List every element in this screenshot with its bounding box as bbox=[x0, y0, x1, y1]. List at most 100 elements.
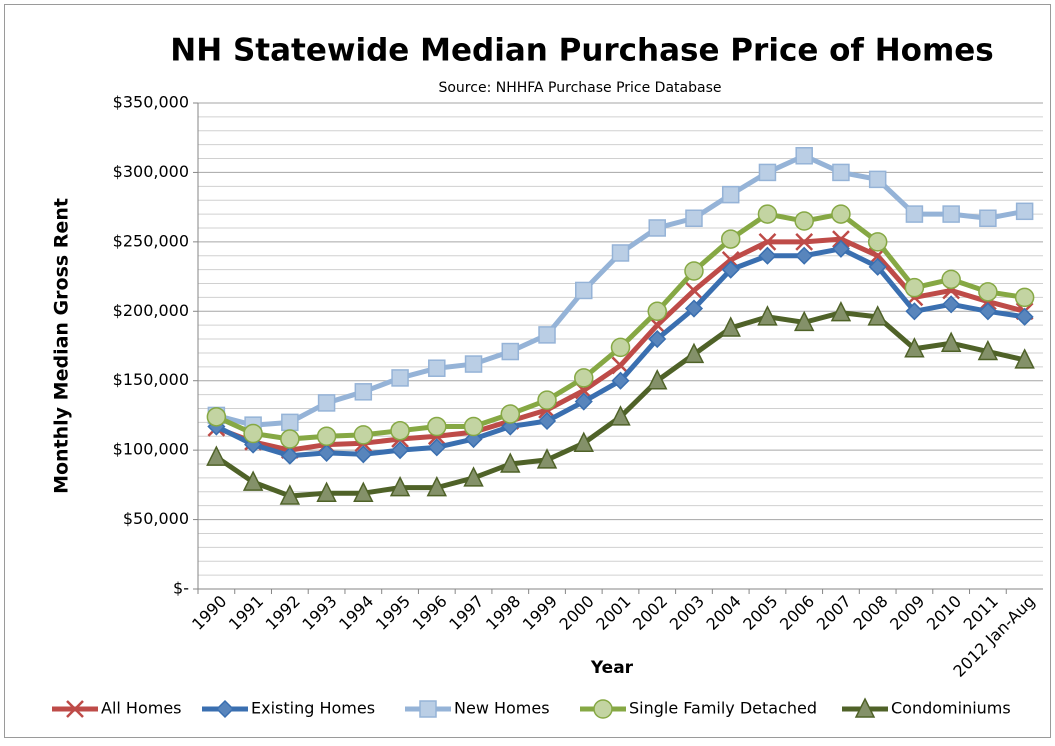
legend-label: Condominiums bbox=[891, 699, 1011, 718]
marker bbox=[390, 420, 410, 441]
marker bbox=[501, 342, 520, 361]
marker bbox=[940, 331, 962, 352]
marker bbox=[538, 326, 556, 344]
marker bbox=[317, 394, 336, 412]
marker bbox=[611, 356, 630, 375]
y-tick-label: $250,000 bbox=[113, 231, 189, 250]
marker bbox=[830, 300, 852, 322]
y-axis-label: Monthly Median Gross Rent bbox=[51, 198, 73, 494]
y-tick-label: $100,000 bbox=[113, 440, 189, 459]
marker bbox=[419, 700, 437, 718]
chart-title: NH Statewide Median Purchase Price of Ho… bbox=[170, 33, 993, 69]
marker bbox=[1015, 202, 1034, 221]
marker bbox=[1014, 348, 1035, 369]
marker bbox=[316, 481, 337, 502]
marker bbox=[537, 411, 557, 431]
marker bbox=[206, 407, 227, 427]
marker bbox=[793, 310, 815, 332]
marker bbox=[575, 281, 593, 300]
marker bbox=[868, 257, 887, 276]
marker bbox=[280, 429, 300, 449]
marker bbox=[316, 426, 337, 447]
marker bbox=[500, 404, 521, 424]
marker bbox=[721, 260, 740, 279]
marker bbox=[610, 405, 631, 426]
marker bbox=[391, 369, 409, 387]
marker bbox=[758, 246, 777, 265]
marker bbox=[573, 431, 594, 452]
marker bbox=[831, 239, 850, 258]
chart-frame bbox=[4, 4, 1051, 738]
y-tick-label: $300,000 bbox=[113, 162, 189, 181]
marker bbox=[389, 475, 411, 497]
legend-label: All Homes bbox=[101, 699, 182, 718]
y-tick-label: $- bbox=[173, 579, 189, 598]
marker bbox=[354, 445, 373, 464]
marker bbox=[867, 305, 888, 326]
marker bbox=[758, 163, 777, 182]
y-tick-label: $150,000 bbox=[113, 370, 189, 389]
marker bbox=[868, 170, 887, 189]
marker bbox=[685, 281, 703, 300]
marker bbox=[685, 209, 703, 228]
marker bbox=[905, 302, 924, 321]
marker bbox=[215, 699, 235, 719]
marker bbox=[1014, 287, 1035, 308]
marker bbox=[758, 232, 777, 251]
marker bbox=[593, 699, 613, 719]
legend-item: Single Family Detached bbox=[580, 699, 817, 719]
marker bbox=[280, 446, 299, 465]
x-axis-label: Year bbox=[590, 658, 634, 678]
marker bbox=[832, 230, 850, 248]
marker bbox=[648, 329, 667, 349]
marker bbox=[537, 390, 557, 410]
marker bbox=[941, 269, 961, 290]
marker bbox=[66, 700, 84, 718]
marker bbox=[426, 475, 448, 497]
y-tick-label: $50,000 bbox=[123, 509, 189, 528]
legend-label: Existing Homes bbox=[251, 699, 375, 718]
marker bbox=[428, 359, 446, 377]
marker bbox=[795, 232, 814, 251]
marker bbox=[610, 337, 631, 358]
marker bbox=[611, 244, 630, 262]
marker bbox=[904, 337, 925, 358]
legend-label: Single Family Detached bbox=[629, 699, 817, 718]
marker bbox=[854, 697, 876, 718]
marker bbox=[574, 392, 593, 411]
marker bbox=[720, 229, 741, 249]
marker bbox=[757, 204, 778, 224]
y-tick-label: $200,000 bbox=[113, 301, 189, 320]
marker bbox=[353, 425, 374, 445]
marker bbox=[463, 466, 484, 487]
marker bbox=[536, 448, 558, 469]
marker bbox=[354, 383, 373, 401]
legend-item: New Homes bbox=[405, 699, 550, 718]
marker bbox=[391, 441, 410, 460]
marker bbox=[795, 147, 813, 165]
marker bbox=[720, 316, 741, 337]
marker bbox=[353, 481, 374, 502]
marker bbox=[794, 211, 814, 231]
marker bbox=[757, 305, 778, 326]
marker bbox=[683, 342, 705, 364]
marker bbox=[905, 205, 924, 223]
marker bbox=[684, 299, 704, 318]
marker bbox=[574, 368, 594, 388]
y-tick-label: $350,000 bbox=[113, 93, 189, 112]
marker bbox=[464, 355, 483, 373]
marker bbox=[832, 163, 850, 182]
marker bbox=[648, 219, 666, 237]
marker bbox=[243, 423, 263, 444]
marker bbox=[463, 416, 484, 437]
marker bbox=[942, 295, 961, 314]
marker bbox=[978, 282, 998, 302]
marker bbox=[979, 209, 997, 228]
marker bbox=[1015, 307, 1034, 326]
marker bbox=[867, 232, 888, 252]
marker bbox=[795, 246, 814, 265]
marker bbox=[978, 302, 997, 321]
marker bbox=[427, 438, 446, 457]
marker bbox=[831, 204, 851, 224]
